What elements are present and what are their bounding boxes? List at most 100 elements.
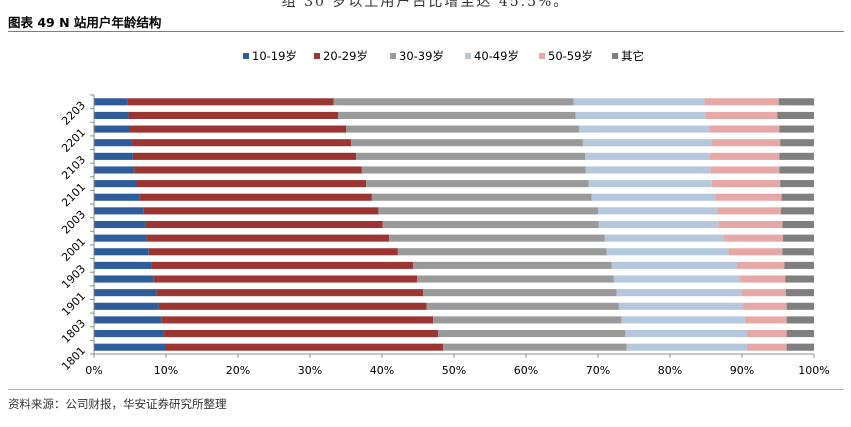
bar-2101-series-1 — [94, 180, 137, 188]
bar-1801-series-1 — [94, 343, 166, 351]
x-tick-label: 50% — [442, 364, 466, 377]
bar-1901-series-1 — [94, 289, 157, 297]
y-tick-label: 2001 — [59, 235, 88, 264]
legend-label-2: 20-29岁 — [323, 49, 368, 63]
clipped-header-text: 组 30 岁以上用户占比增至达 45.5%。 — [281, 0, 570, 10]
bar-2202-series-3 — [338, 111, 576, 119]
bar-2103-series-1 — [94, 152, 133, 160]
bar-2003-series-2 — [143, 207, 379, 215]
bar-2104-series-4 — [582, 139, 712, 147]
bar-2004-series-6 — [781, 193, 814, 201]
bar-1804-series-4 — [618, 302, 743, 310]
bar-1803-series-1 — [94, 316, 162, 324]
figure-title: 图表 49 N 站用户年龄结构 — [8, 15, 162, 30]
bar-1804-series-5 — [742, 302, 787, 310]
bar-2104-series-6 — [780, 139, 814, 147]
bar-1901-series-5 — [741, 289, 786, 297]
bar-2103-series-4 — [585, 152, 710, 160]
bar-1801-series-5 — [747, 343, 787, 351]
bar-1904-series-5 — [728, 248, 783, 256]
bar-1801-series-2 — [166, 343, 444, 351]
y-tick-label: 2203 — [59, 99, 88, 128]
title-rule — [8, 31, 844, 32]
bar-1904-series-4 — [606, 248, 729, 256]
legend-swatch-2 — [314, 53, 320, 59]
x-tick-label: 90% — [730, 364, 754, 377]
bar-1901-series-6 — [785, 289, 814, 297]
x-tick-label: 20% — [226, 364, 250, 377]
y-tick-label: 2003 — [59, 208, 88, 237]
bar-1802-series-3 — [438, 330, 626, 338]
bar-1802-series-2 — [163, 330, 439, 338]
bar-2103-series-2 — [132, 152, 357, 160]
bar-2201-series-3 — [346, 125, 580, 133]
bar-2102-series-4 — [585, 166, 711, 174]
bar-2002-series-6 — [782, 220, 814, 229]
bar-2104-series-3 — [351, 139, 583, 147]
bar-2104-series-2 — [131, 139, 352, 147]
bar-2002-series-5 — [718, 220, 783, 229]
bar-1904-series-6 — [782, 248, 814, 256]
bar-2201-series-6 — [779, 125, 814, 133]
bar-2102-series-3 — [361, 166, 586, 174]
bar-2203-series-6 — [778, 98, 814, 106]
bar-1802-series-4 — [625, 330, 748, 338]
x-tick-label: 80% — [658, 364, 682, 377]
bar-2104-series-1 — [94, 139, 132, 147]
bar-1804-series-2 — [158, 302, 427, 310]
bar-2004-series-1 — [94, 193, 140, 201]
bar-2103-series-3 — [356, 152, 586, 160]
bar-2004-series-4 — [591, 193, 716, 201]
bar-2203-series-1 — [94, 98, 128, 106]
bar-2201-series-2 — [130, 125, 346, 133]
bar-1903-series-2 — [151, 261, 413, 269]
bar-1902-series-1 — [94, 275, 154, 283]
bar-2002-series-1 — [94, 220, 146, 229]
bar-2201-series-1 — [94, 125, 130, 133]
bar-2202-series-4 — [575, 111, 706, 119]
bar-1801-series-4 — [626, 343, 748, 351]
chart-legend: 10-19岁 20-29岁 30-39岁 40-49岁 50-59岁 其它 — [243, 49, 644, 63]
bar-2102-series-6 — [779, 166, 814, 174]
bar-1902-series-3 — [417, 275, 614, 283]
bar-2102-series-1 — [94, 166, 135, 174]
bar-2003-series-6 — [780, 207, 814, 215]
x-tick-label: 40% — [370, 364, 394, 377]
bar-2003-series-4 — [598, 207, 718, 215]
y-tick-label: 1903 — [59, 262, 88, 291]
bar-2104-series-5 — [711, 139, 781, 147]
bar-2001-series-1 — [94, 234, 147, 242]
bar-2203-series-5 — [704, 98, 779, 106]
bar-2001-series-4 — [604, 234, 724, 242]
bar-2004-series-2 — [139, 193, 372, 201]
bar-2101-series-3 — [366, 180, 589, 188]
y-tick-label: 2201 — [59, 126, 88, 155]
bar-1801-series-3 — [443, 343, 627, 351]
bar-2002-series-3 — [382, 220, 599, 229]
bar-1904-series-2 — [148, 248, 398, 256]
legend-label-4: 40-49岁 — [474, 49, 519, 63]
bar-1904-series-3 — [397, 248, 607, 256]
x-tick-label: 70% — [586, 364, 610, 377]
legend-label-6: 其它 — [621, 49, 644, 63]
bar-2202-series-1 — [94, 111, 129, 119]
bar-2001-series-6 — [783, 234, 814, 242]
bar-1902-series-6 — [785, 275, 814, 283]
bar-2202-series-6 — [777, 111, 814, 119]
bar-1804-series-1 — [94, 302, 159, 310]
bar-2203-series-2 — [127, 98, 334, 106]
bar-2102-series-2 — [134, 166, 362, 174]
x-tick-label: 10% — [154, 364, 178, 377]
legend-label-3: 30-39岁 — [399, 49, 444, 63]
legend-swatch-5 — [539, 53, 545, 59]
bar-2001-series-5 — [724, 234, 784, 242]
bar-2003-series-3 — [378, 207, 598, 215]
bar-1901-series-3 — [423, 289, 617, 297]
bar-2102-series-5 — [710, 166, 780, 174]
bar-2002-series-4 — [598, 220, 719, 229]
bar-2101-series-5 — [711, 180, 781, 188]
bar-2001-series-3 — [389, 234, 605, 242]
bar-2001-series-2 — [146, 234, 390, 242]
legend-swatch-3 — [390, 53, 396, 59]
